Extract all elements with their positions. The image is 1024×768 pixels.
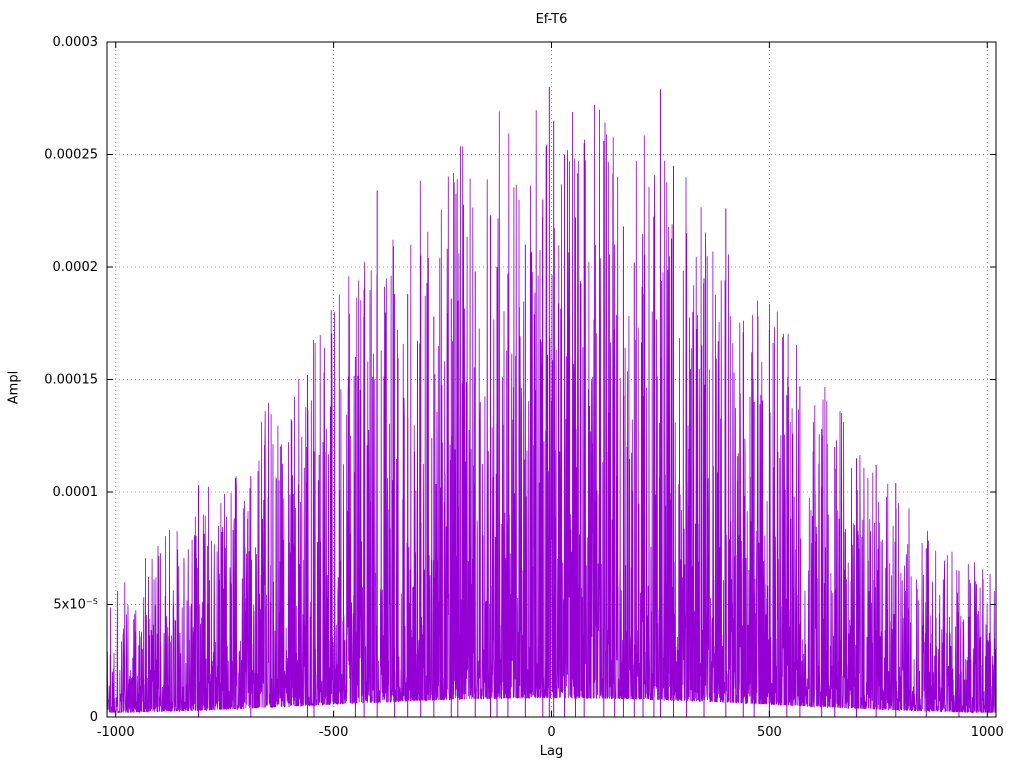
y-axis-label: Ampl	[6, 370, 22, 405]
x-axis-label: Lag	[539, 744, 564, 759]
x-tick-label: 1000	[971, 725, 1004, 740]
y-tick-label: 0	[90, 710, 98, 725]
y-tick-label: 0.0003	[53, 35, 99, 50]
y-tick-label: 0.00025	[44, 148, 98, 163]
x-tick-label: -500	[319, 725, 349, 740]
y-tick-label: 0.00015	[44, 373, 98, 388]
y-tick-label: 0.0001	[53, 485, 99, 500]
y-tick-label: 0.0002	[53, 260, 99, 275]
chart-title: Ef-T6	[535, 12, 568, 27]
data-series-line	[106, 104, 997, 714]
x-tick-label: 0	[547, 725, 555, 740]
x-tick-label: -1000	[97, 725, 135, 740]
y-tick-label: 5x10⁻⁵	[53, 598, 98, 613]
x-tick-label: 500	[757, 725, 782, 740]
